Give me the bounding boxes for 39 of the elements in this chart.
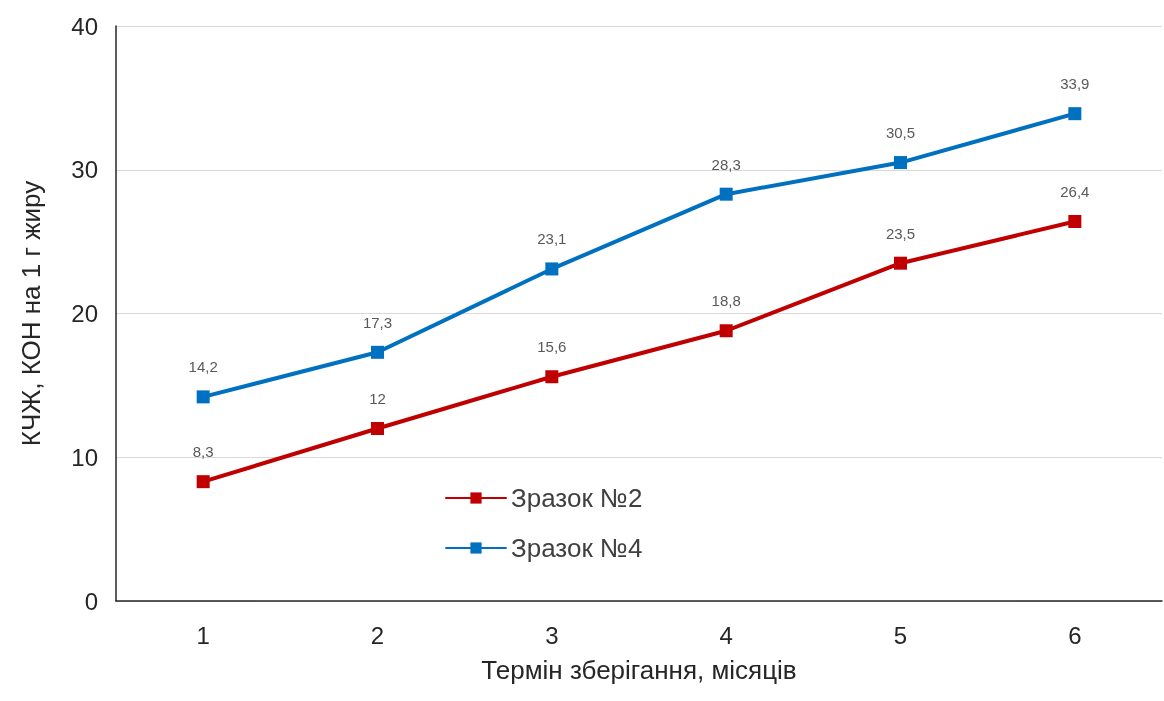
x-tick-label: 4 xyxy=(719,621,733,649)
point xyxy=(196,390,210,404)
data-label: 18,8 xyxy=(711,292,741,310)
data-label: 28,3 xyxy=(711,155,741,173)
x-tick-label: 5 xyxy=(893,621,908,649)
point xyxy=(1068,107,1082,121)
data-label: 12 xyxy=(369,390,386,407)
data-label: 26,4 xyxy=(1060,183,1090,200)
point xyxy=(371,345,384,359)
point xyxy=(371,422,384,435)
point xyxy=(1068,215,1082,228)
data-label: 14,2 xyxy=(188,358,218,376)
point xyxy=(545,370,559,384)
point xyxy=(719,324,733,338)
x-tick-label: 3 xyxy=(545,621,559,649)
point xyxy=(719,187,733,201)
point xyxy=(545,262,559,276)
point xyxy=(894,156,907,170)
x-tick-label: 2 xyxy=(370,621,385,649)
x-axis-title: Термін зберігання, місяців xyxy=(481,655,797,685)
y-tick-label: 0 xyxy=(84,587,98,615)
point xyxy=(894,256,907,270)
y-axis-title: КЧЖ, КОН на 1 г жиру xyxy=(16,180,46,447)
point xyxy=(196,475,210,489)
y-tick-label: 30 xyxy=(71,156,98,184)
data-label: 17,3 xyxy=(362,313,393,331)
data-label: 15,6 xyxy=(537,338,567,356)
x-tick-label: 6 xyxy=(1068,621,1082,649)
legend-label: Зразок №4 xyxy=(511,533,643,563)
data-label: 23,1 xyxy=(537,230,567,248)
x-tick-label: 1 xyxy=(196,621,210,649)
y-tick-label: 40 xyxy=(71,12,98,40)
data-label: 30,5 xyxy=(885,124,916,142)
y-tick-label: 20 xyxy=(71,300,98,327)
data-label: 23,5 xyxy=(885,224,916,242)
legend-label: Зразок №2 xyxy=(511,483,643,513)
data-label: 8,3 xyxy=(192,443,214,461)
y-tick-label: 10 xyxy=(71,443,98,471)
data-label: 33,9 xyxy=(1060,75,1090,93)
